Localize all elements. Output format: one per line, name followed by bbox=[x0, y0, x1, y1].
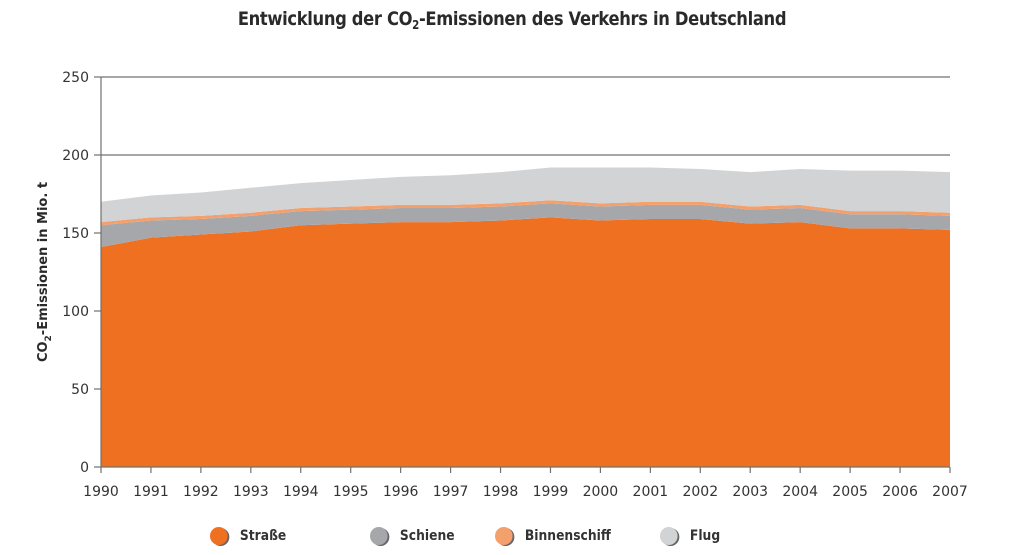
x-tick-label-1997: 1997 bbox=[433, 484, 469, 500]
y-axis-label: CO2-Emissionen in Mio. t bbox=[36, 182, 54, 362]
area-binnenschiff bbox=[101, 200, 950, 226]
title-text-after: -Emissionen des Verkehrs in Deutschland bbox=[418, 8, 787, 30]
x-tick-label-1999: 1999 bbox=[533, 484, 569, 500]
x-tick-label-1995: 1995 bbox=[333, 484, 369, 500]
x-tick-label-2003: 2003 bbox=[732, 484, 768, 500]
legend-swatch-flug bbox=[660, 527, 678, 545]
legend-item-strasse: Straße bbox=[210, 527, 286, 545]
legend-swatch-strasse bbox=[210, 527, 228, 545]
axes-layer: 0 50 100 150 200 250 1990 1991 1992 1993 1994 1995 1… bbox=[62, 70, 968, 500]
legend-label-flug: Flug bbox=[689, 528, 721, 544]
y-tick-label-150: 150 bbox=[62, 226, 89, 242]
area-strasse bbox=[101, 217, 950, 467]
stacked-area-chart: 0 50 100 150 200 250 1990 1991 1992 1993 1994 1995 1… bbox=[36, 70, 968, 500]
y-tick-label-250: 250 bbox=[62, 70, 89, 86]
x-tick-label-1990: 1990 bbox=[83, 484, 119, 500]
legend-swatch-binnenschiff bbox=[495, 527, 513, 545]
area-schiene bbox=[101, 203, 950, 248]
y-tick-label-200: 200 bbox=[62, 148, 89, 164]
y-tick-label-0: 0 bbox=[80, 460, 89, 476]
legend-swatch-schiene bbox=[370, 527, 388, 545]
title-text-before: Entwicklung der CO bbox=[237, 8, 413, 30]
x-tick-label-1993: 1993 bbox=[233, 484, 269, 500]
legend-label-strasse: Straße bbox=[239, 528, 287, 544]
chart-title: Entwicklung der CO2-Emissionen des Verke… bbox=[72, 8, 953, 32]
x-tick-label-2002: 2002 bbox=[682, 484, 718, 500]
legend: Straße Schiene Binnenschiff Flug bbox=[0, 527, 1024, 551]
area-flug bbox=[101, 167, 950, 223]
title-subscript: 2 bbox=[412, 18, 419, 32]
x-tick-label-1996: 1996 bbox=[383, 484, 419, 500]
x-tick-label-2006: 2006 bbox=[882, 484, 918, 500]
y-tick-label-50: 50 bbox=[71, 382, 89, 398]
legend-item-schiene: Schiene bbox=[370, 527, 455, 545]
y-tick-label-100: 100 bbox=[62, 304, 89, 320]
x-tick-label-1994: 1994 bbox=[283, 484, 319, 500]
legend-label-binnenschiff: Binnenschiff bbox=[524, 528, 611, 544]
x-tick-label-2004: 2004 bbox=[782, 484, 818, 500]
x-tick-label-2001: 2001 bbox=[633, 484, 669, 500]
x-tick-label-2005: 2005 bbox=[832, 484, 868, 500]
x-tick-label-1992: 1992 bbox=[183, 484, 219, 500]
legend-item-flug: Flug bbox=[660, 527, 720, 545]
x-tick-label-1991: 1991 bbox=[133, 484, 169, 500]
grid-layer bbox=[101, 76, 950, 156]
area-layer bbox=[101, 167, 950, 467]
legend-label-schiene: Schiene bbox=[399, 528, 455, 544]
x-tick-label-2000: 2000 bbox=[583, 484, 619, 500]
x-tick-label-1998: 1998 bbox=[483, 484, 519, 500]
legend-item-binnenschiff: Binnenschiff bbox=[495, 527, 611, 545]
x-tick-label-2007: 2007 bbox=[932, 484, 968, 500]
